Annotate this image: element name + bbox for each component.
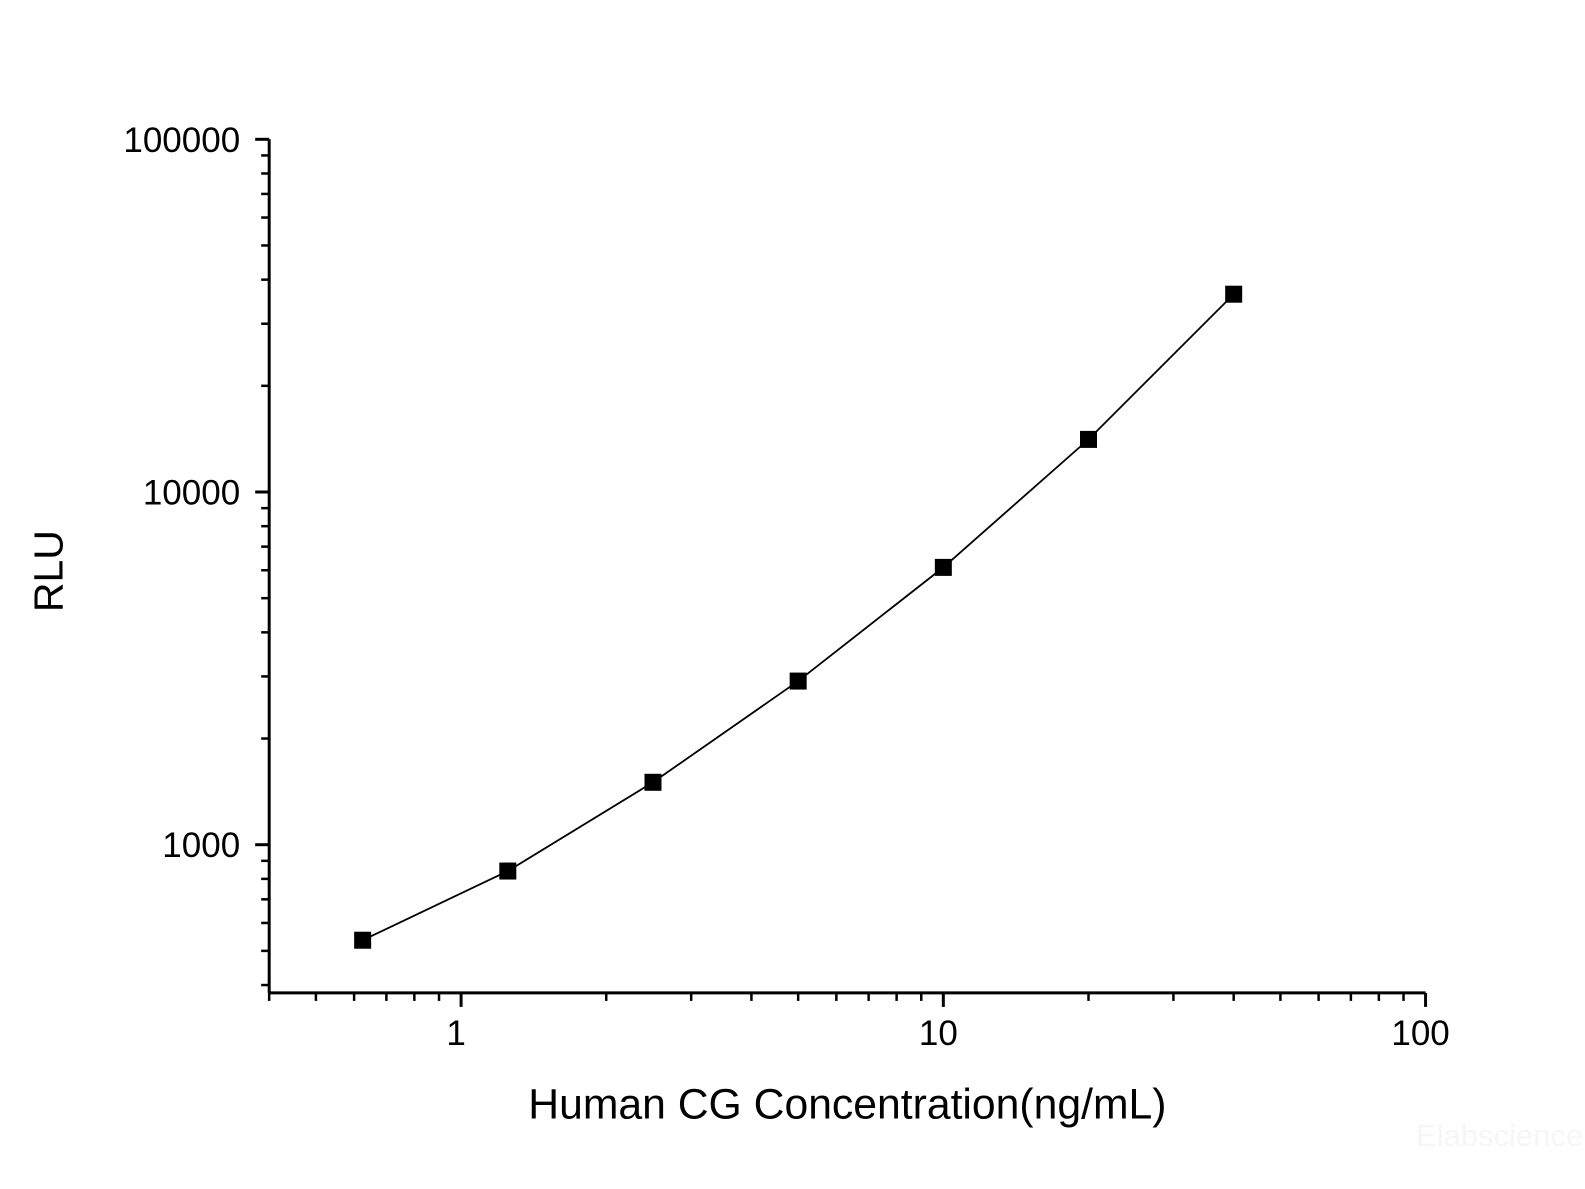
svg-text:Human CG Concentration(ng/mL): Human CG Concentration(ng/mL) [528,1080,1166,1128]
svg-text:Elabscience: Elabscience [1416,1118,1583,1153]
svg-text:10000: 10000 [143,474,240,513]
svg-text:1: 1 [446,1014,465,1053]
svg-text:10: 10 [919,1014,958,1053]
svg-text:100000: 100000 [123,121,240,160]
svg-text:1000: 1000 [162,826,240,865]
svg-text:100: 100 [1391,1014,1449,1053]
svg-text:RLU: RLU [26,530,72,612]
